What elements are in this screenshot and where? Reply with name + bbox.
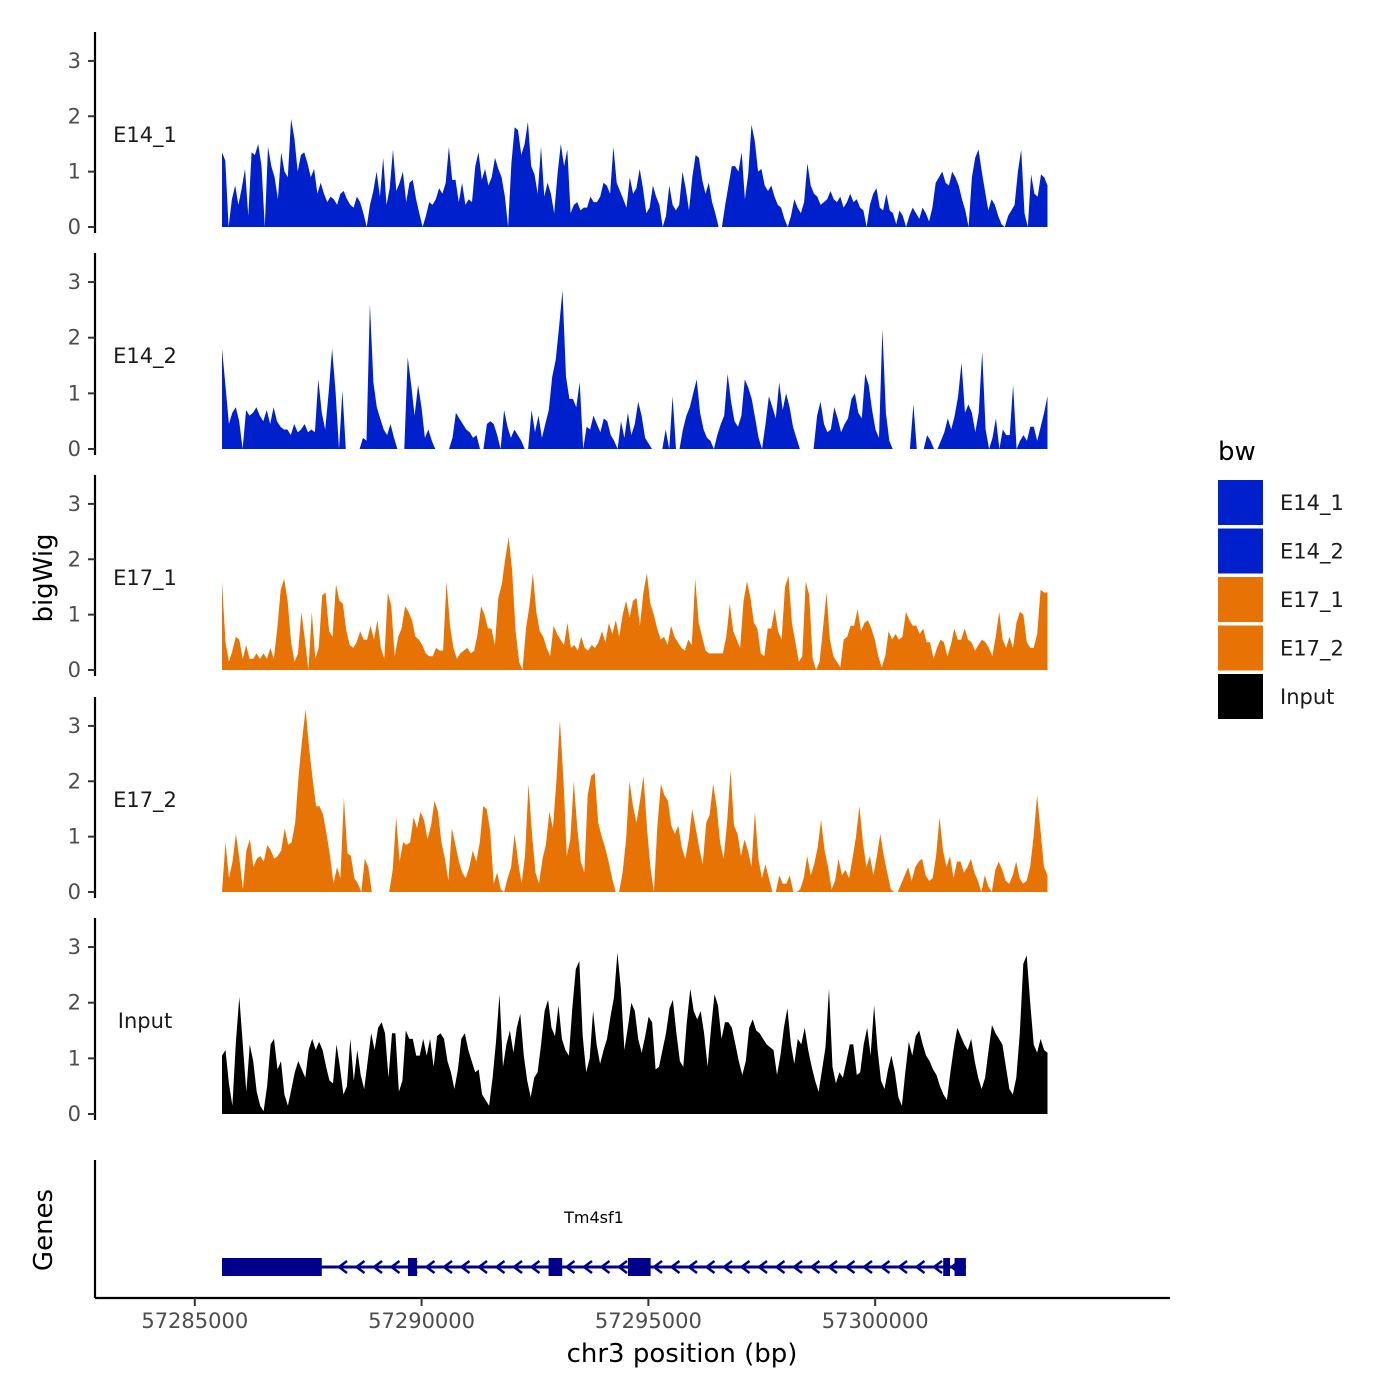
y-tick-label: 3 [68,49,81,73]
y-tick-label: 3 [68,270,81,294]
x-tick-label: 57290000 [368,1309,475,1333]
legend-swatch-E17_1 [1218,577,1263,622]
track-label-Input: Input [118,1009,172,1033]
y-tick-label: 3 [68,714,81,738]
strand-arrow [896,1260,908,1274]
y-tick-label: 0 [68,1102,81,1126]
track-panel-E14_2: 0 1 2 3 E14_2 [68,253,1048,461]
area-Input [222,952,1048,1114]
y-tick-label: 3 [68,935,81,959]
x-tick-label: 57295000 [595,1309,702,1333]
x-tick-label: 57300000 [822,1309,929,1333]
gene-exon [954,1258,966,1276]
strand-arrow [441,1260,453,1274]
y-tick-label: 2 [68,769,81,793]
legend-swatch-Input [1218,674,1263,719]
gene-exon [627,1258,651,1276]
tracks-layer: 0 1 2 3 E14_1 0 1 2 3 E14_2 0 1 2 3 E17_1 0 1 2 3 E17_2 0 1 2 3… [68,32,1048,1126]
legend-label-E14_2: E14_2 [1280,540,1344,565]
track-panel-Input: 0 1 2 3 Input [68,918,1048,1126]
legend: bw E14_1 E14_2 E17_1 E17_2 Input [1218,437,1344,719]
strand-arrow [476,1260,488,1274]
gene-exon [407,1258,418,1276]
gene-exon [943,1258,951,1276]
strand-arrow [389,1260,401,1274]
strand-arrow [774,1260,786,1274]
strand-arrow [756,1260,768,1274]
strand-arrow [861,1260,873,1274]
strand-arrow [336,1260,348,1274]
y-tick-label: 2 [68,326,81,350]
x-axis-title: chr3 position (bp) [567,1339,798,1369]
genes-axis-title: Genes [29,1189,59,1271]
track-panel-E14_1: 0 1 2 3 E14_1 [68,32,1048,239]
y-tick-label: 1 [68,160,81,184]
track-label-E17_2: E17_2 [113,788,177,813]
strand-arrow [931,1260,943,1274]
x-tick-label: 57285000 [141,1309,248,1333]
strand-arrow [564,1260,576,1274]
strand-arrow [721,1260,733,1274]
strand-arrow [809,1260,821,1274]
strand-arrow [424,1260,436,1274]
area-E17_1 [222,537,1048,670]
y-axis-title: bigWig [29,533,59,622]
y-tick-label: 0 [68,437,81,461]
track-label-E14_1: E14_1 [113,123,177,148]
track-label-E14_2: E14_2 [113,344,177,369]
y-tick-label: 1 [68,603,81,627]
legend-swatch-E17_2 [1218,625,1263,671]
strand-arrow [914,1260,926,1274]
strand-arrow [354,1260,366,1274]
y-tick-label: 2 [68,104,81,128]
strand-arrow [826,1260,838,1274]
area-E14_2 [222,290,1048,449]
y-tick-label: 2 [68,991,81,1015]
y-tick-label: 1 [68,381,81,405]
strand-arrow [791,1260,803,1274]
legend-title: bw [1218,437,1256,467]
genes-layer: Tm4sf1 [93,1160,966,1298]
legend-label-E17_2: E17_2 [1280,637,1344,662]
y-tick-label: 1 [68,1046,81,1070]
strand-arrow [879,1260,891,1274]
strand-arrow [599,1260,611,1274]
strand-arrow [529,1260,541,1274]
y-tick-label: 3 [68,492,81,516]
y-tick-label: 2 [68,547,81,571]
track-label-E17_1: E17_1 [113,566,177,591]
strand-arrow [686,1260,698,1274]
strand-arrow [511,1260,523,1274]
strand-arrow [651,1260,663,1274]
legend-label-E17_1: E17_1 [1280,588,1344,613]
legend-label-Input: Input [1280,685,1334,709]
strand-arrow [704,1260,716,1274]
legend-label-E14_1: E14_1 [1280,491,1344,516]
legend-swatch-E14_2 [1218,528,1263,574]
legend-swatch-E14_1 [1218,480,1263,525]
y-tick-label: 0 [68,215,81,239]
strand-arrow [669,1260,681,1274]
area-E14_1 [222,119,1048,227]
y-tick-label: 0 [68,658,81,682]
strand-arrow [459,1260,471,1274]
y-tick-label: 0 [68,880,81,904]
strand-arrow [616,1260,628,1274]
strand-arrow [739,1260,751,1274]
track-panel-E17_2: 0 1 2 3 E17_2 [68,697,1048,904]
strand-arrow [371,1260,383,1274]
gene-name-label: Tm4sf1 [563,1208,624,1227]
gene-exon [548,1258,563,1276]
strand-arrow [494,1260,506,1274]
area-E17_2 [222,709,1048,892]
x-axis: 57285000 57290000 57295000 57300000 [95,1296,1170,1333]
track-panel-E17_1: 0 1 2 3 E17_1 [68,475,1048,682]
gene-exon [222,1258,322,1276]
strand-arrow [581,1260,593,1274]
y-tick-label: 1 [68,825,81,849]
strand-arrow [844,1260,856,1274]
